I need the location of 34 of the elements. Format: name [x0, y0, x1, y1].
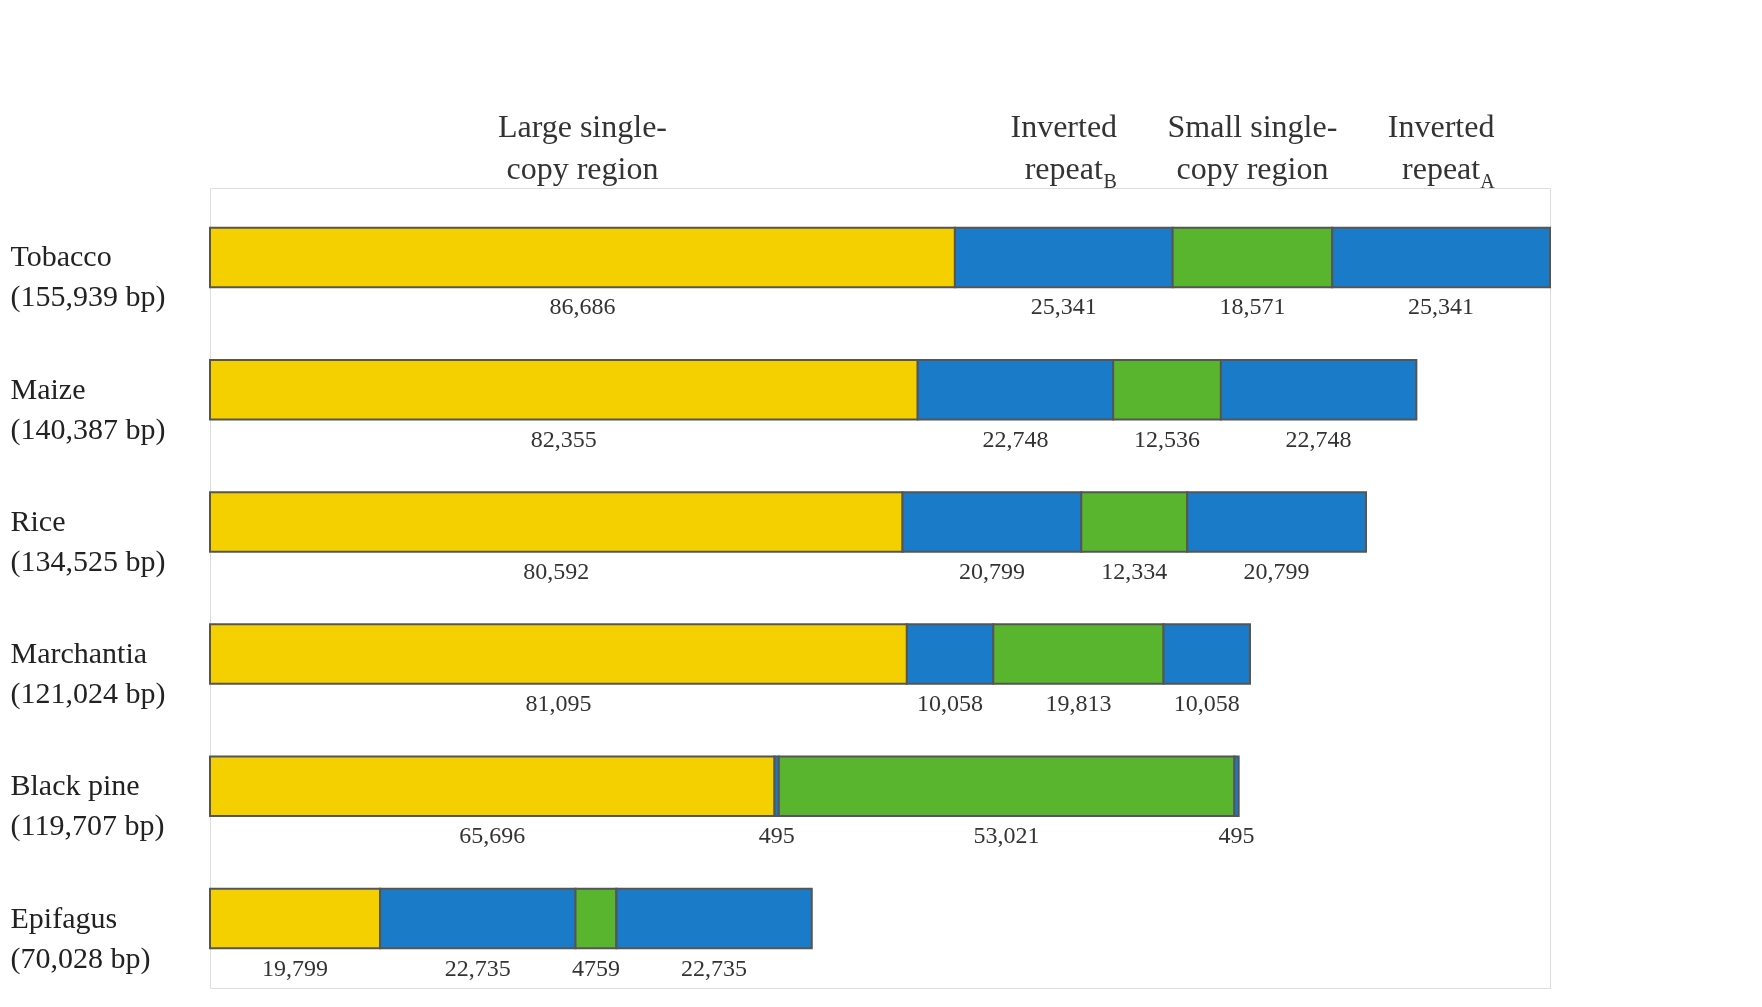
data-label: 22,735 — [444, 954, 511, 981]
series-label: Large single- copy region — [497, 107, 668, 186]
bar — [209, 755, 776, 818]
data-label: 12,334 — [1101, 557, 1168, 584]
y-tick-label: Tobacco (155,939 bp) — [10, 239, 166, 314]
data-label: 10,058 — [1173, 690, 1240, 717]
y-tick-label: Marchantia (121,024 bp) — [10, 636, 166, 711]
data-label: 86,686 — [549, 293, 616, 320]
data-label: 22,748 — [1285, 425, 1352, 452]
data-label: 4759 — [571, 954, 620, 981]
data-label: 65,696 — [459, 822, 526, 849]
data-label: 80,592 — [523, 557, 590, 584]
y-tick-label: Black pine (119,707 bp) — [10, 768, 165, 843]
data-label: 10,058 — [917, 690, 984, 717]
data-label: 81,095 — [525, 690, 592, 717]
y-tick-label: Rice (134,525 bp) — [10, 503, 166, 578]
data-label: 22,748 — [982, 425, 1049, 452]
data-label: 20,799 — [1243, 557, 1310, 584]
data-label: 25,341 — [1030, 293, 1097, 320]
y-tick-label: Epifagus (70,028 bp) — [10, 900, 151, 975]
bar — [777, 755, 1236, 818]
data-label: 12,536 — [1134, 425, 1201, 452]
data-label: 25,341 — [1408, 293, 1475, 320]
data-label: 82,355 — [530, 425, 597, 452]
data-label: 19,813 — [1045, 690, 1112, 717]
data-label: 53,021 — [973, 822, 1040, 849]
data-label: 495 — [758, 822, 795, 849]
data-label: 495 — [1218, 822, 1255, 849]
data-label: 18,571 — [1219, 293, 1286, 320]
series-label: Small single- copy region — [1167, 107, 1338, 186]
data-label: 20,799 — [958, 557, 1025, 584]
data-label: 22,735 — [681, 954, 748, 981]
data-label: 19,799 — [262, 954, 329, 981]
y-tick-label: Maize (140,387 bp) — [10, 371, 166, 446]
